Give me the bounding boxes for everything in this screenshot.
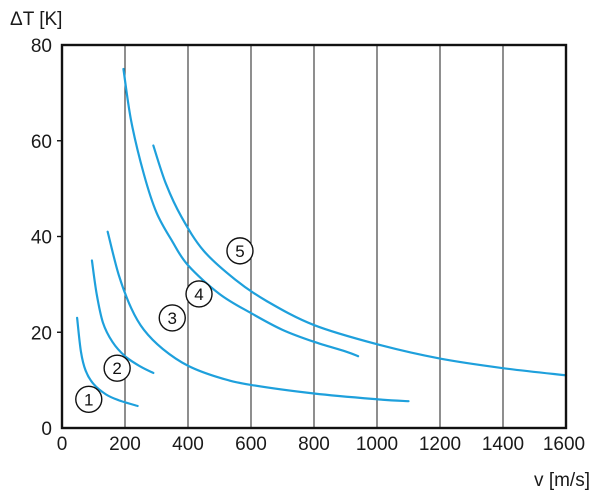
marker-label: 5 bbox=[235, 242, 244, 261]
curve-1 bbox=[76, 316, 139, 408]
x-tick-label: 1400 bbox=[482, 434, 524, 455]
curve-marker-3: 3 bbox=[158, 304, 186, 332]
y-axis-ticks: 0 20 40 60 80 bbox=[31, 36, 62, 440]
y-axis-label: ΔT [K] bbox=[10, 9, 62, 30]
curve-3 bbox=[106, 230, 410, 403]
x-tick-label: 1200 bbox=[419, 434, 461, 455]
x-tick-label: 400 bbox=[172, 434, 204, 455]
curve-4 bbox=[122, 67, 360, 358]
curve-2 bbox=[90, 259, 155, 375]
curve-markers: 12 34 5 bbox=[75, 237, 254, 413]
marker-label: 1 bbox=[84, 390, 93, 409]
curve-marker-5: 5 bbox=[226, 237, 254, 265]
y-tick-label: 20 bbox=[31, 323, 52, 344]
curve-5 bbox=[152, 144, 568, 377]
curve-marker-4: 4 bbox=[185, 280, 213, 308]
curves bbox=[76, 67, 568, 408]
curve-marker-1: 1 bbox=[75, 385, 103, 413]
x-tick-label: 200 bbox=[109, 434, 141, 455]
marker-circle bbox=[75, 385, 103, 413]
grid bbox=[124, 45, 504, 428]
x-axis-label: v [m/s] bbox=[534, 470, 590, 491]
marker-circle bbox=[226, 237, 254, 265]
x-tick-label: 600 bbox=[235, 434, 267, 455]
marker-label: 3 bbox=[168, 309, 177, 328]
x-tick-label: 0 bbox=[57, 434, 68, 455]
x-axis-ticks: 0 200 400 600 800 1000 1200 1400 1600 bbox=[57, 434, 585, 455]
x-tick-label: 800 bbox=[298, 434, 330, 455]
y-tick-label: 80 bbox=[31, 36, 52, 57]
curve-marker-2: 2 bbox=[103, 354, 131, 382]
marker-circle bbox=[158, 304, 186, 332]
y-tick-label: 0 bbox=[41, 419, 52, 440]
marker-label: 2 bbox=[112, 359, 121, 378]
x-tick-label: 1000 bbox=[356, 434, 398, 455]
y-tick-label: 40 bbox=[31, 228, 52, 249]
marker-circle bbox=[103, 354, 131, 382]
marker-circle bbox=[185, 280, 213, 308]
marker-label: 4 bbox=[194, 285, 203, 304]
x-tick-label: 1600 bbox=[543, 434, 585, 455]
y-tick-label: 60 bbox=[31, 132, 52, 153]
